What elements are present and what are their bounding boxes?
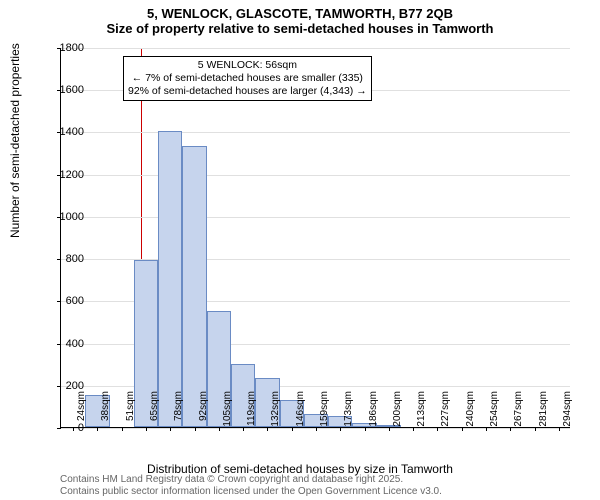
gridline	[61, 132, 570, 133]
x-tick-mark	[510, 427, 511, 431]
x-tick-label: 186sqm	[368, 391, 379, 431]
annotation-line: 5 WENLOCK: 56sqm	[128, 59, 367, 72]
x-tick-mark	[462, 427, 463, 431]
x-tick-label: 227sqm	[440, 391, 451, 431]
gridline	[61, 217, 570, 218]
x-tick-label: 92sqm	[198, 391, 209, 431]
y-tick-label: 1000	[44, 211, 84, 223]
x-tick-label: 281sqm	[538, 391, 549, 431]
x-tick-label: 24sqm	[76, 391, 87, 431]
x-tick-label: 78sqm	[173, 391, 184, 431]
x-tick-mark	[437, 427, 438, 431]
y-axis-label: Number of semi-detached properties	[8, 43, 22, 238]
x-tick-label: 146sqm	[295, 391, 306, 431]
x-tick-label: 200sqm	[392, 391, 403, 431]
chart-title-line1: 5, WENLOCK, GLASCOTE, TAMWORTH, B77 2QB	[0, 6, 600, 21]
y-tick-label: 1800	[44, 42, 84, 54]
x-tick-label: 267sqm	[513, 391, 524, 431]
y-tick-label: 1400	[44, 126, 84, 138]
chart-title-block: 5, WENLOCK, GLASCOTE, TAMWORTH, B77 2QB …	[0, 0, 600, 36]
x-tick-mark	[97, 427, 98, 431]
y-tick-label: 600	[44, 295, 84, 307]
x-tick-mark	[195, 427, 196, 431]
x-tick-label: 132sqm	[270, 391, 281, 431]
footer-line1: Contains HM Land Registry data © Crown c…	[60, 474, 442, 486]
x-tick-label: 213sqm	[416, 391, 427, 431]
x-tick-mark	[365, 427, 366, 431]
y-tick-label: 1200	[44, 169, 84, 181]
x-tick-mark	[559, 427, 560, 431]
x-tick-label: 173sqm	[343, 391, 354, 431]
x-tick-mark	[413, 427, 414, 431]
x-tick-label: 294sqm	[562, 391, 573, 431]
chart-plot-area: 5 WENLOCK: 56sqm← 7% of semi-detached ho…	[60, 48, 570, 428]
x-tick-mark	[146, 427, 147, 431]
y-tick-label: 400	[44, 338, 84, 350]
gridline	[61, 175, 570, 176]
x-tick-mark	[243, 427, 244, 431]
x-tick-mark	[292, 427, 293, 431]
x-tick-mark	[170, 427, 171, 431]
y-tick-label: 200	[44, 380, 84, 392]
histogram-bar	[182, 146, 206, 427]
footer-line2: Contains public sector information licen…	[60, 486, 442, 498]
attribution-footer: Contains HM Land Registry data © Crown c…	[60, 474, 442, 498]
x-tick-label: 240sqm	[465, 391, 476, 431]
x-tick-mark	[316, 427, 317, 431]
x-tick-label: 119sqm	[246, 391, 257, 431]
histogram-bar	[158, 131, 182, 427]
x-tick-label: 51sqm	[125, 391, 136, 431]
x-tick-mark	[535, 427, 536, 431]
annotation-callout: 5 WENLOCK: 56sqm← 7% of semi-detached ho…	[123, 56, 372, 101]
x-tick-mark	[389, 427, 390, 431]
x-tick-mark	[122, 427, 123, 431]
y-tick-label: 1600	[44, 84, 84, 96]
x-tick-label: 105sqm	[222, 391, 233, 431]
chart-title-line2: Size of property relative to semi-detach…	[0, 21, 600, 36]
annotation-line: ← 7% of semi-detached houses are smaller…	[128, 72, 367, 85]
x-tick-label: 254sqm	[489, 391, 500, 431]
x-tick-label: 65sqm	[149, 391, 160, 431]
x-tick-mark	[267, 427, 268, 431]
x-tick-label: 159sqm	[319, 391, 330, 431]
x-tick-mark	[219, 427, 220, 431]
gridline	[61, 48, 570, 49]
x-tick-mark	[340, 427, 341, 431]
annotation-line: 92% of semi-detached houses are larger (…	[128, 85, 367, 98]
y-tick-label: 800	[44, 253, 84, 265]
x-tick-mark	[486, 427, 487, 431]
x-tick-label: 38sqm	[100, 391, 111, 431]
